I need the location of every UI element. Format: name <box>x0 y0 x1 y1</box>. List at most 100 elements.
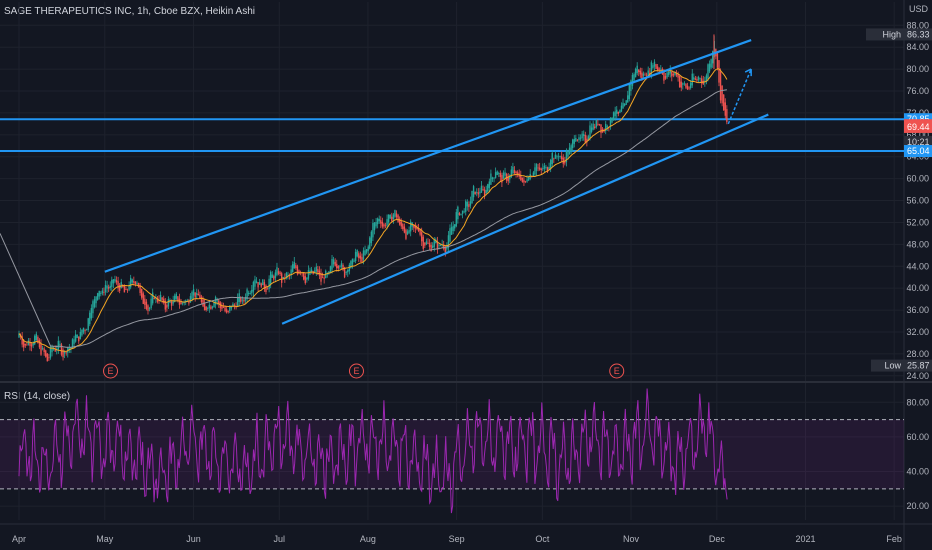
time-tick-label: Sep <box>449 534 465 544</box>
trend-channel[interactable] <box>104 39 769 325</box>
projection-arrow-head[interactable] <box>744 68 752 77</box>
candle-body <box>466 201 469 207</box>
ma-slow-line <box>0 89 727 348</box>
earnings-marker-label: E <box>353 366 359 376</box>
candle-body <box>435 239 437 244</box>
candle-body <box>579 137 582 139</box>
price-tag[interactable]: 10:21 <box>904 135 932 148</box>
candle-body <box>24 343 26 346</box>
candle-body <box>565 151 568 163</box>
candle-body <box>542 168 544 170</box>
candle-body <box>359 255 362 259</box>
candle-body <box>345 272 347 273</box>
candle-body <box>461 210 464 214</box>
candles <box>18 34 728 362</box>
candle-body <box>683 83 686 85</box>
price-tag[interactable]: High 86.33 <box>866 28 932 41</box>
candle-body <box>339 266 341 268</box>
time-tick-label: Feb <box>886 534 902 544</box>
candle-body <box>65 352 67 354</box>
candle-body <box>285 272 288 278</box>
price-tick-label: 68.00 <box>906 130 929 140</box>
candle-body <box>131 279 133 283</box>
price-tick-label: 48.00 <box>906 239 929 249</box>
channel-lower-line[interactable] <box>281 113 769 325</box>
candle-body <box>331 258 333 270</box>
candle-body <box>273 276 275 280</box>
price-tick-label: 40.00 <box>906 283 929 293</box>
earnings-marker[interactable] <box>609 363 625 379</box>
candle-body <box>487 184 489 192</box>
candle-body <box>370 231 373 244</box>
candle-body <box>553 158 555 160</box>
candle-body <box>384 225 387 227</box>
candle-body <box>697 77 700 80</box>
candle-body <box>276 267 278 276</box>
candle-body <box>192 289 195 296</box>
candle-body <box>428 243 431 247</box>
candle-body <box>144 298 146 305</box>
price-tag-bg <box>904 120 932 133</box>
candle-body <box>677 74 679 78</box>
candle-body <box>724 102 726 116</box>
candle-body <box>693 77 695 80</box>
candle-body <box>516 172 519 175</box>
candle-body <box>559 156 561 157</box>
price-tag[interactable]: 69.44 <box>904 120 932 133</box>
price-tick-label: 72.00 <box>906 108 929 118</box>
candle-body <box>260 283 262 287</box>
candle-body <box>560 156 563 160</box>
candle-body <box>84 330 86 331</box>
candle-body <box>433 239 435 247</box>
price-tag[interactable]: 65.04 <box>904 145 932 158</box>
candle-body <box>137 282 140 288</box>
candle-body <box>597 123 599 125</box>
candle-body <box>493 177 495 179</box>
candle-body <box>594 126 596 129</box>
time-tick-label: 2021 <box>795 534 815 544</box>
candle-body <box>535 164 538 171</box>
candle-body <box>392 214 395 220</box>
candle-body <box>386 219 388 226</box>
candle-body <box>114 279 116 282</box>
candle-body <box>126 289 129 291</box>
price-tag[interactable]: Low 25.87 <box>871 359 932 372</box>
candle-body <box>92 301 94 314</box>
candle-body <box>400 221 402 227</box>
candle-body <box>347 270 349 273</box>
candle-body <box>351 258 354 265</box>
candle-body <box>641 72 643 80</box>
candle-body <box>298 270 300 274</box>
candle-body <box>18 333 20 338</box>
time-axis[interactable]: Apr May Jun Jul Aug Sep Oct Nov Dec 2021 Feb <box>12 534 902 544</box>
candle-body <box>520 175 522 180</box>
candle-body <box>674 71 676 75</box>
candle-body <box>595 120 597 128</box>
price-tick-label: 76.00 <box>906 86 929 96</box>
candle-body <box>656 66 659 71</box>
candle-body <box>243 299 245 302</box>
earnings-marker[interactable] <box>103 363 119 379</box>
candle-body <box>150 298 152 309</box>
candle-body <box>403 226 406 233</box>
candle-body <box>87 318 89 330</box>
earnings-marker[interactable] <box>348 363 364 379</box>
price-axis[interactable]: 24.00 28.00 32.00 36.00 40.00 44.00 48.00 52.00… <box>866 20 932 511</box>
candle-body <box>293 261 295 269</box>
candle-body <box>336 263 338 269</box>
candle-body <box>431 245 434 249</box>
candle-body <box>115 280 118 283</box>
channel-upper-line[interactable] <box>104 39 752 273</box>
candle-body <box>688 87 690 89</box>
candle-body <box>103 291 105 293</box>
candle-body <box>523 179 525 183</box>
candle-body <box>321 277 324 279</box>
candle-body <box>472 186 475 198</box>
candle-body <box>718 60 720 83</box>
candle-body <box>163 298 165 303</box>
horizontal-levels[interactable] <box>0 118 904 153</box>
candle-body <box>689 82 692 89</box>
projection-arrow-line[interactable] <box>727 68 752 125</box>
